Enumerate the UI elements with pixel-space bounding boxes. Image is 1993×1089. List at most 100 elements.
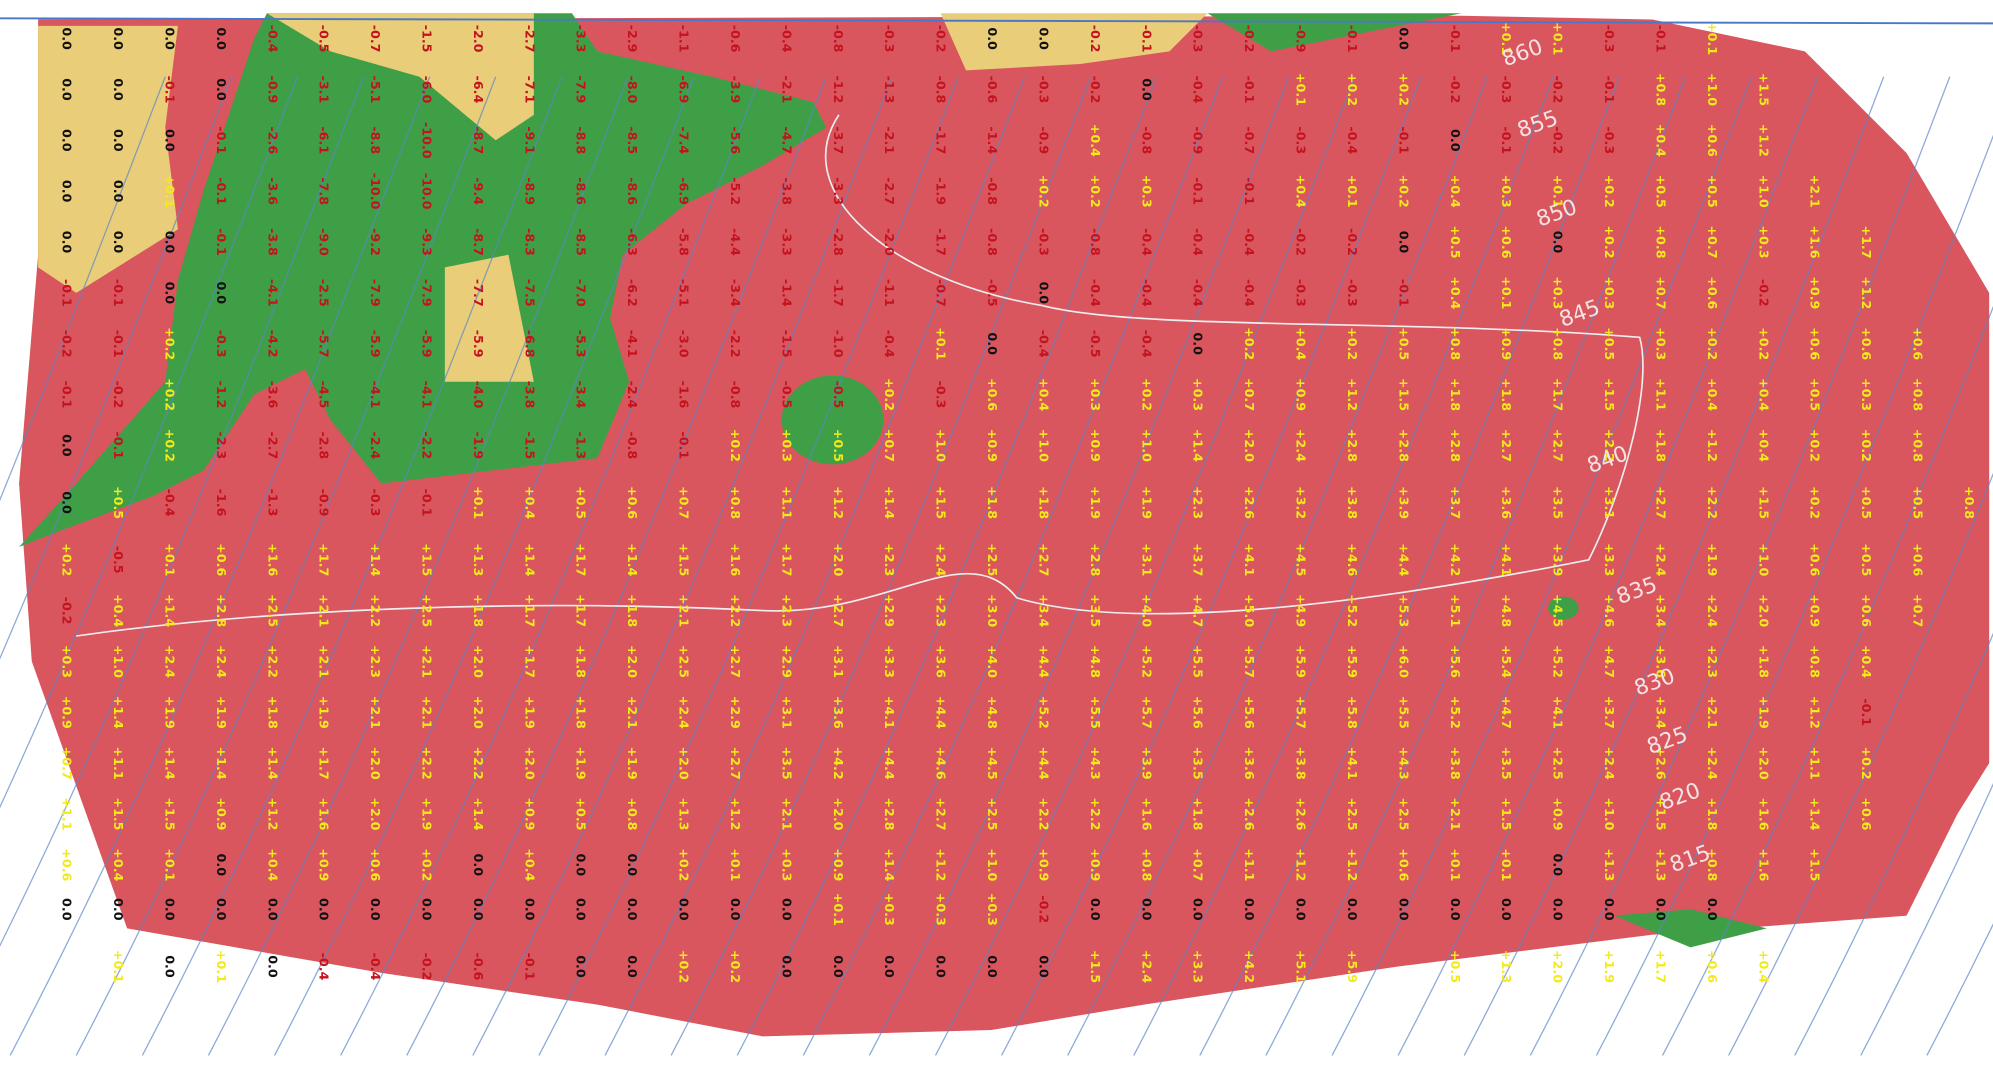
spot-value: +2.6 [1242,486,1257,519]
spot-value: +2.9 [882,594,897,627]
contour-line [1926,923,1993,1056]
spot-value: +0.1 [471,486,486,519]
spot-value: -0.6 [471,953,486,981]
spot-value: 0.0 [1602,898,1617,921]
spot-value: +0.9 [985,429,1000,462]
spot-value: 0.0 [779,898,794,921]
spot-value: +5.9 [1345,645,1360,678]
spot-value: 0.0 [1653,898,1668,921]
spot-value: +1.2 [934,848,949,881]
contour-line [141,76,563,1056]
spot-value: +1.8 [265,696,280,729]
spot-value: -7.8 [317,177,332,205]
spot-value: 0.0 [162,282,177,305]
spot-value: +1.3 [1602,848,1617,881]
spot-value: +5.3 [1396,594,1411,627]
spot-value: -4.5 [317,381,332,409]
spot-value: +4.1 [1242,543,1257,576]
spot-value: 0.0 [677,898,692,921]
spot-value: +2.1 [1705,696,1720,729]
spot-value: -7.9 [574,76,589,104]
spot-value: 0.0 [317,898,332,921]
spot-value: +0.6 [1859,327,1874,360]
spot-value: -0.2 [419,953,434,981]
spot-value: +0.8 [1448,327,1463,360]
spot-value: +0.6 [1396,848,1411,881]
spot-value: +0.4 [1653,124,1668,157]
spot-value: +1.2 [728,797,743,830]
spot-value: -0.2 [1345,228,1360,256]
spot-value: +0.4 [1705,378,1720,411]
spot-value: -0.1 [1448,25,1463,53]
spot-value: +5.2 [1448,696,1463,729]
spot-value: +0.6 [1808,543,1823,576]
spot-value: -0.9 [1036,126,1051,154]
spot-value: 0.0 [60,491,75,514]
spot-value: -0.2 [111,381,126,409]
spot-value: +4.7 [1191,594,1206,627]
spot-value: +3.0 [985,594,1000,627]
spot-value: +1.0 [1602,797,1617,830]
spot-value: -7.1 [522,76,537,104]
spot-value: +4.2 [1242,950,1257,983]
spot-value: -3.4 [574,381,589,409]
spot-value: -1.4 [985,126,1000,154]
spot-value: +3.5 [779,747,794,780]
spot-value: -0.3 [214,330,229,358]
spot-value: +0.1 [1294,73,1309,106]
spot-value: -5.2 [728,177,743,205]
spot-value: 0.0 [574,898,589,921]
spot-value: +0.3 [60,645,75,678]
spot-value: +0.1 [111,950,126,983]
spot-value: +0.4 [1294,175,1309,208]
spot-value: -0.4 [1139,330,1154,358]
spot-value: +0.6 [1859,594,1874,627]
spot-value: +2.5 [419,594,434,627]
spot-value: 0.0 [1551,898,1566,921]
contour-line [1794,632,1993,1056]
spot-value: -5.9 [471,330,486,358]
spot-value: +0.5 [1910,486,1925,519]
spot-value: +3.6 [934,645,949,678]
spot-value: +5.5 [1191,645,1206,678]
spot-value: +2.5 [1345,797,1360,830]
spot-value: +1.8 [1448,378,1463,411]
spot-value: +1.8 [985,486,1000,519]
spot-value: 0.0 [1294,898,1309,921]
spot-value: +2.3 [1191,486,1206,519]
spot-value: -1.7 [831,279,846,307]
spot-value: +2.6 [1294,797,1309,830]
spot-value: +3.4 [1036,594,1051,627]
spot-value: +3.7 [1448,486,1463,519]
spot-value: +2.2 [471,747,486,780]
spot-value: -4.1 [368,381,383,409]
spot-value: +0.7 [882,429,897,462]
contour-line-major [76,114,1644,637]
spot-value: +0.4 [1756,429,1771,462]
spot-value: +0.8 [1653,73,1668,106]
spot-value: -2.8 [317,431,332,459]
spot-value: +3.1 [831,645,846,678]
spot-value: -0.4 [317,953,332,981]
spot-value: 0.0 [162,27,177,50]
spot-value: +0.6 [1499,225,1514,258]
spot-value: +2.3 [1705,645,1720,678]
spot-value: -0.8 [831,25,846,53]
spot-value: +5.6 [1448,645,1463,678]
contour-line [868,76,1290,1056]
spot-value: +2.4 [1653,543,1668,576]
spot-value: 0.0 [574,854,589,877]
spot-value: +1.5 [1499,797,1514,830]
spot-value: 0.0 [1191,332,1206,355]
spot-value: +0.3 [1191,378,1206,411]
spot-value: -2.2 [728,330,743,358]
spot-value: 0.0 [214,27,229,50]
spot-value: +0.9 [1088,429,1103,462]
spot-value: -0.8 [985,177,1000,205]
spot-value: +0.1 [934,327,949,360]
spot-value: +1.1 [779,486,794,519]
spot-value: +0.2 [162,429,177,462]
spot-value: -7.7 [471,279,486,307]
spot-value: 0.0 [368,898,383,921]
spot-value: -3.3 [831,177,846,205]
